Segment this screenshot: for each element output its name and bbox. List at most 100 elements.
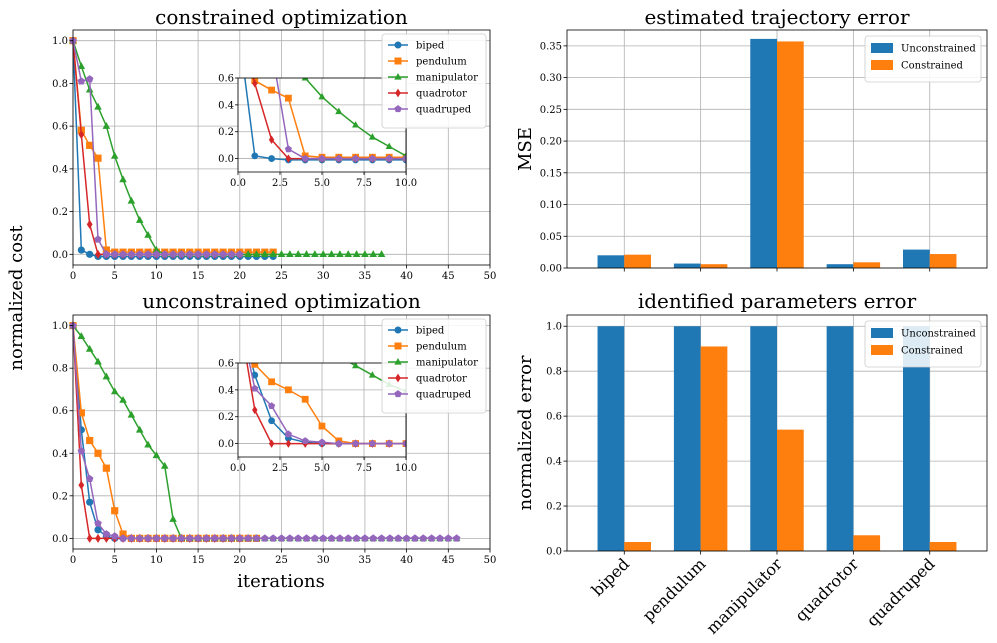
inset-x-tick-label: 2.5: [272, 463, 288, 474]
inset-point-manipulator: [352, 363, 360, 369]
x-tick-label: 0: [70, 555, 76, 566]
data-point-quadrotor: [78, 130, 85, 140]
inset-point-quadruped: [385, 154, 393, 162]
category-label: pendulum: [639, 554, 710, 625]
data-point-quadrotor: [95, 249, 101, 259]
inset-point-biped: [268, 155, 275, 162]
inset-point-quadruped: [251, 46, 258, 53]
legend-swatch-Unconstrained: [871, 328, 893, 338]
legend-label: biped: [416, 41, 445, 52]
bar-Unconstrained-manipulator: [750, 38, 777, 269]
chart-title: identified parameters error: [638, 289, 917, 313]
data-point-manipulator: [252, 250, 261, 258]
legend-label: biped: [416, 326, 445, 337]
inset-point-pendulum: [285, 94, 292, 102]
data-point-quadruped: [102, 530, 111, 538]
legend-marker-quadruped: [394, 105, 402, 113]
y-tick-label: 1.0: [546, 322, 562, 333]
data-point-quadruped: [236, 534, 244, 542]
data-point-manipulator: [85, 344, 94, 352]
data-point-manipulator: [77, 332, 86, 339]
data-point-manipulator: [169, 515, 177, 522]
inset-point-quadrotor: [252, 79, 258, 88]
data-point-pendulum: [111, 507, 119, 515]
data-point-biped: [77, 246, 85, 254]
legend-label: quadrotor: [416, 89, 467, 100]
legend: biped pendulum manipulator quadrotor quadrup…: [381, 318, 487, 414]
data-point-quadruped: [185, 534, 194, 542]
data-point-quadruped: [119, 534, 127, 542]
series-pendulum: [69, 322, 261, 542]
inset-point-pendulum: [268, 86, 275, 94]
y-tick-label: 0.4: [546, 457, 562, 468]
bar-Constrained-quadruped: [929, 542, 957, 551]
y-tick-label: 0.0: [52, 534, 68, 545]
bar-Constrained-quadruped: [929, 254, 957, 268]
data-point-manipulator: [261, 250, 269, 258]
inset-point-quadruped: [402, 154, 406, 162]
data-point-manipulator: [277, 250, 286, 258]
inset-point-quadruped: [284, 145, 292, 153]
x-tick-label: 45: [442, 555, 455, 566]
legend-box: [381, 33, 487, 129]
inset-point-manipulator: [352, 121, 360, 128]
inset-point-quadruped: [419, 155, 426, 162]
data-point-quadruped: [185, 250, 194, 258]
data-point-quadruped: [311, 534, 319, 542]
inset-point-quadruped: [268, 402, 276, 409]
inset-y-tick-label: 0.0: [218, 154, 234, 165]
data-point-quadruped: [194, 534, 202, 542]
inset-point-manipulator: [268, 51, 275, 57]
data-point-pendulum: [94, 154, 102, 162]
data-point-quadruped: [361, 534, 369, 542]
data-point-quadruped: [369, 534, 378, 542]
legend-label: pendulum: [416, 57, 467, 68]
data-point-quadruped: [327, 534, 336, 542]
data-point-manipulator: [127, 410, 136, 418]
legend-box: [864, 35, 982, 83]
data-point-manipulator: [344, 250, 352, 258]
data-point-manipulator: [361, 250, 369, 258]
inset-point-pendulum: [251, 363, 259, 368]
data-point-manipulator: [135, 425, 144, 433]
x-tick-label: 10: [150, 555, 163, 566]
inset-point-manipulator: [419, 155, 426, 161]
data-point-quadrotor: [95, 533, 101, 543]
y-tick-label: 0.6: [546, 412, 562, 423]
category-label: manipulator: [702, 554, 786, 638]
data-point-quadruped: [160, 534, 169, 542]
inset-point-quadruped: [335, 439, 343, 447]
inset-point-pendulum: [419, 154, 426, 161]
y-tick-label: 0.0: [546, 547, 562, 558]
legend-label: Unconstrained: [901, 329, 976, 340]
chart-unconstrained: 0 5 10 15 20 25 30 35 40 45 50 0.0 0.2 0.4 0.6 0.8 1.0 un…: [52, 289, 496, 566]
legend-swatch-Constrained: [871, 345, 893, 355]
data-point-quadruped: [427, 534, 436, 542]
data-point-manipulator: [377, 250, 386, 258]
x-tick-label: 30: [317, 555, 330, 566]
data-point-quadruped: [261, 534, 269, 542]
data-point-manipulator: [269, 250, 277, 258]
bar-Constrained-biped: [624, 542, 651, 551]
inset-y-tick-label: 0.0: [218, 439, 234, 450]
bar-Unconstrained-pendulum: [673, 263, 701, 268]
data-point-quadruped: [411, 534, 419, 542]
data-point-quadruped: [110, 250, 119, 258]
data-point-quadruped: [94, 519, 102, 527]
data-point-quadruped: [336, 534, 344, 542]
data-point-quadruped: [152, 534, 161, 542]
legend: biped pendulum manipulator quadrotor quadrup…: [381, 33, 487, 129]
x-tick-label: 25: [275, 555, 288, 566]
data-point-quadruped: [269, 534, 277, 542]
data-point-manipulator: [94, 102, 102, 110]
bar-Constrained-pendulum: [700, 264, 728, 268]
legend-marker-manipulator: [394, 72, 402, 80]
data-point-manipulator: [102, 372, 111, 380]
data-point-quadruped: [202, 534, 211, 542]
data-point-manipulator: [94, 357, 102, 365]
data-point-quadruped: [77, 447, 86, 455]
y-axis-label: MSE: [515, 127, 536, 171]
data-point-pendulum: [86, 436, 94, 445]
inset-x-tick-label: 10.0: [395, 178, 417, 189]
bar-Unconstrained-manipulator: [750, 326, 777, 551]
